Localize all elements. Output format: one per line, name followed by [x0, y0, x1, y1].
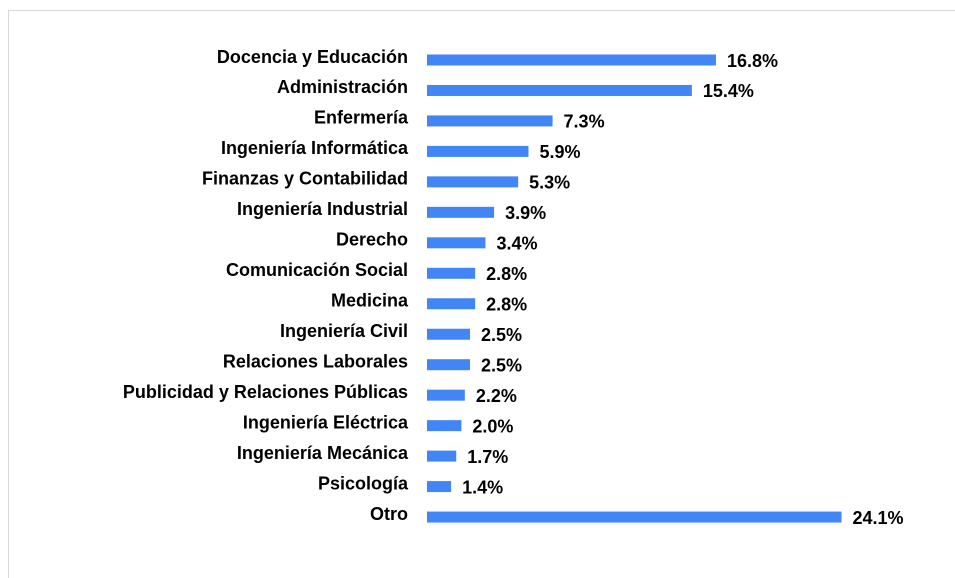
category-label: Medicina — [331, 291, 409, 311]
category-label: Enfermería — [314, 108, 409, 128]
value-label: 7.3% — [564, 112, 605, 132]
bar — [427, 145, 529, 157]
value-label: 2.5% — [481, 355, 522, 375]
bar — [427, 298, 476, 310]
category-label: Finanzas y Contabilidad — [202, 169, 408, 189]
value-label: 16.8% — [727, 51, 778, 71]
category-label: Otro — [370, 504, 408, 524]
value-label: 5.3% — [529, 173, 570, 193]
bar — [427, 237, 486, 249]
category-label: Psicología — [318, 473, 409, 493]
category-label: Ingeniería Industrial — [237, 199, 408, 219]
value-label: 1.7% — [467, 447, 508, 467]
category-label: Ingeniería Mecánica — [237, 443, 409, 463]
category-label: Comunicación Social — [226, 260, 408, 280]
value-label: 3.9% — [505, 203, 546, 223]
value-label: 1.4% — [462, 477, 503, 497]
category-label: Docencia y Educación — [217, 47, 408, 67]
value-label: 24.1% — [853, 508, 904, 528]
value-label: 2.2% — [476, 386, 517, 406]
bar — [427, 84, 692, 96]
category-label: Administración — [277, 77, 408, 97]
value-label: 2.5% — [481, 325, 522, 345]
value-label: 2.0% — [472, 416, 513, 436]
category-label: Publicidad y Relaciones Públicas — [123, 382, 408, 402]
value-label: 15.4% — [703, 81, 754, 101]
bar — [427, 267, 476, 279]
value-label: 2.8% — [486, 295, 527, 315]
chart-frame — [8, 10, 955, 578]
category-label: Ingeniería Civil — [280, 321, 408, 341]
bar — [427, 481, 452, 493]
bar — [427, 115, 553, 127]
bar — [427, 511, 842, 523]
bar — [427, 420, 462, 432]
category-label: Ingeniería Informática — [221, 138, 409, 158]
bar — [427, 359, 470, 371]
value-label: 5.9% — [539, 142, 580, 162]
value-label: 2.8% — [486, 264, 527, 284]
bar — [427, 389, 465, 401]
bar — [427, 54, 716, 66]
category-label: Derecho — [336, 230, 408, 250]
bar — [427, 328, 470, 340]
bar — [427, 450, 457, 462]
category-label: Relaciones Laborales — [223, 351, 408, 371]
value-label: 3.4% — [496, 234, 537, 254]
category-label: Ingeniería Eléctrica — [243, 412, 409, 432]
bar — [427, 206, 495, 218]
bar — [427, 176, 519, 188]
